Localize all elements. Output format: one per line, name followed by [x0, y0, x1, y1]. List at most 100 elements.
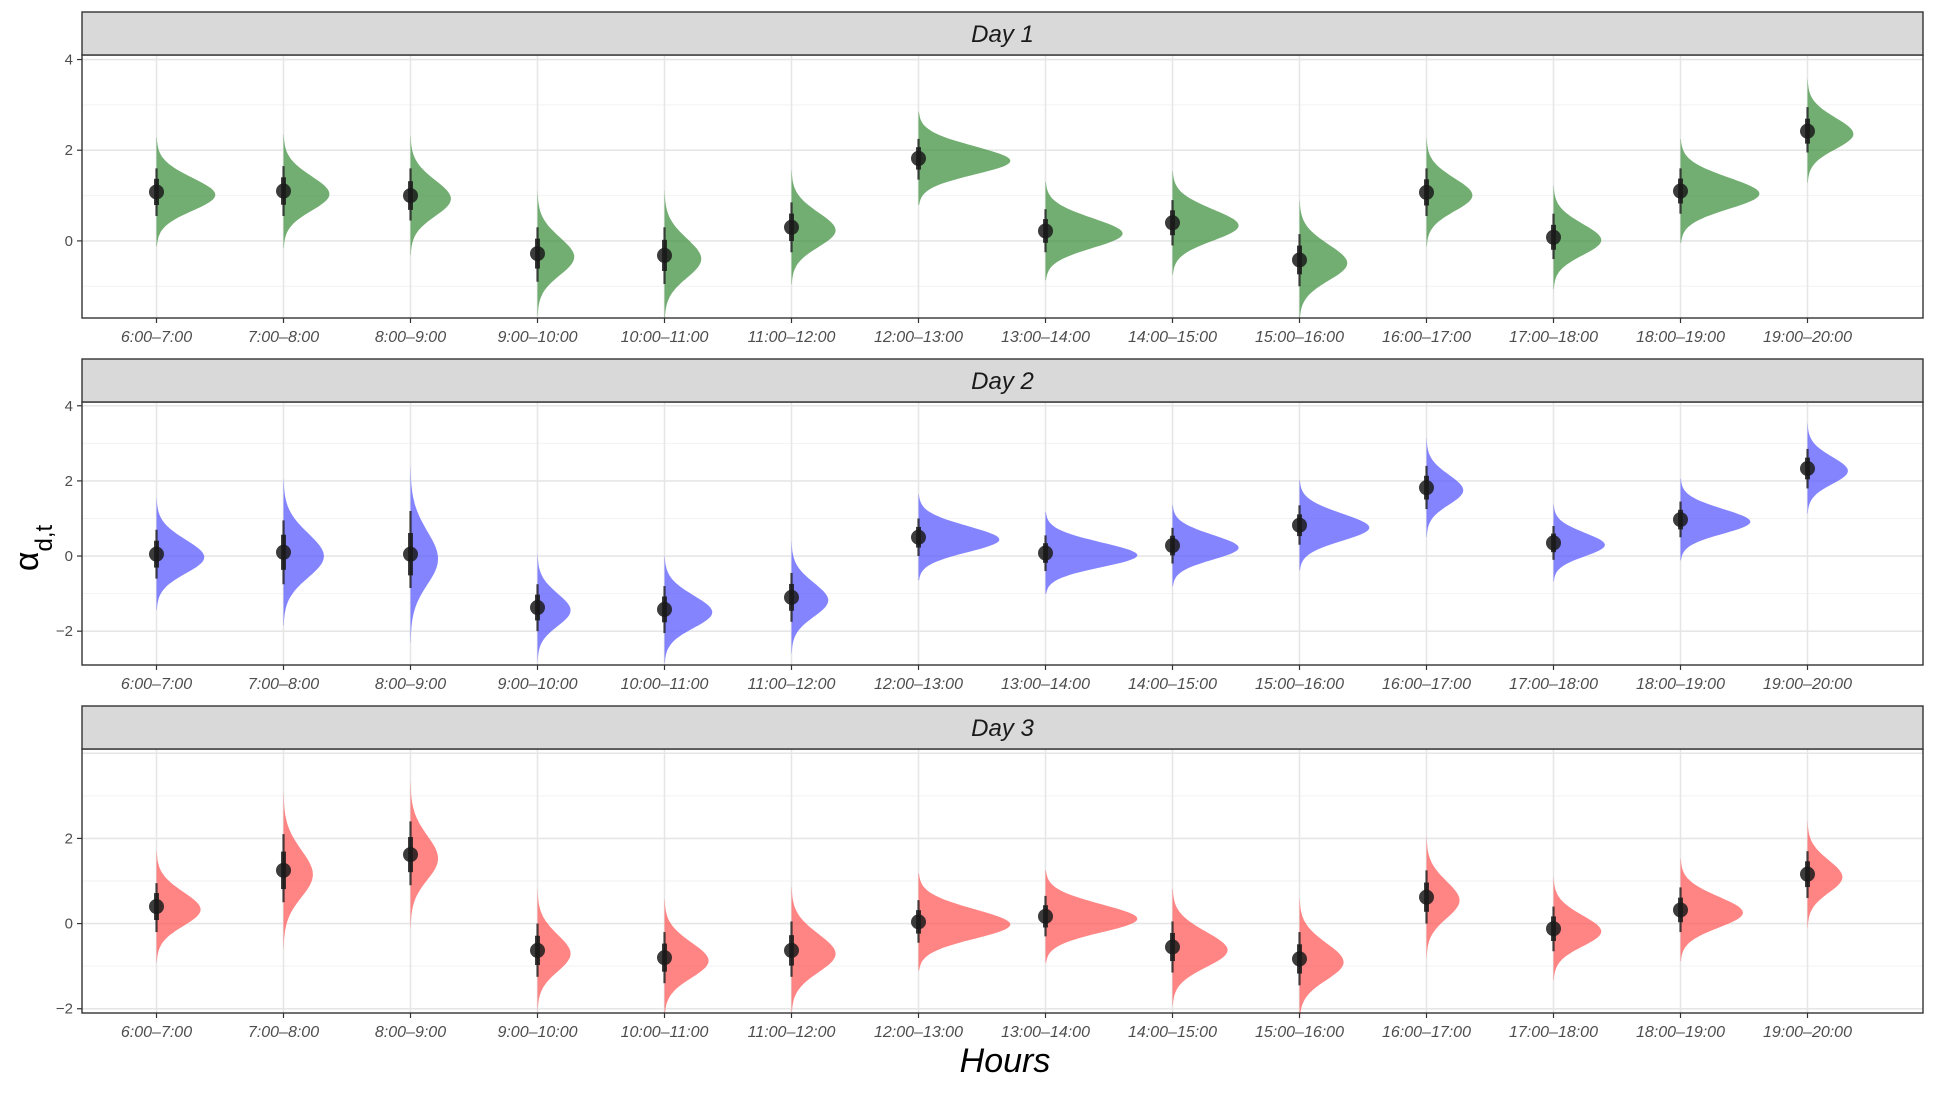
x-tick-label: 7:00–8:00	[248, 1024, 319, 1041]
x-tick-label: 16:00–17:00	[1382, 329, 1471, 346]
mean-point-14	[1800, 866, 1815, 882]
violin-12	[1553, 504, 1605, 582]
violin-1	[156, 137, 216, 247]
violin-4	[537, 889, 571, 1012]
y-tick-label: 0	[65, 916, 73, 933]
y-axis-title: αd,t	[8, 525, 58, 572]
violin-10	[1299, 898, 1344, 1020]
x-tick-label: 18:00–19:00	[1636, 1024, 1725, 1041]
violin-3	[410, 135, 451, 256]
x-tick-label: 10:00–11:00	[621, 1024, 709, 1041]
violin-9	[1172, 888, 1228, 1006]
violin-12	[1553, 185, 1602, 290]
violin-14	[1807, 79, 1854, 184]
mean-point-10	[1292, 252, 1307, 268]
violin-6	[791, 170, 836, 285]
x-tick-label: 7:00–8:00	[248, 676, 319, 693]
x-tick-label: 6:00–7:00	[121, 1024, 192, 1041]
violin-7	[918, 111, 1011, 206]
mean-point-12	[1546, 535, 1561, 551]
x-tick-label: 14:00–15:00	[1128, 1024, 1217, 1041]
x-tick-label: 15:00–16:00	[1255, 329, 1344, 346]
x-tick-label: 19:00–20:00	[1763, 676, 1852, 693]
mean-point-3	[403, 188, 418, 204]
mean-point-12	[1546, 921, 1561, 937]
x-tick-label: 11:00–12:00	[748, 676, 836, 693]
mean-point-10	[1292, 951, 1307, 967]
violin-4	[537, 553, 571, 662]
violin-13	[1680, 858, 1743, 962]
x-tick-label: 18:00–19:00	[1636, 676, 1725, 693]
x-tick-label: 6:00–7:00	[121, 329, 192, 346]
mean-point-6	[784, 942, 799, 958]
x-tick-label: 9:00–10:00	[497, 1024, 577, 1041]
violin-9	[1172, 170, 1239, 275]
mean-point-3	[403, 847, 418, 863]
y-tick-label: 4	[65, 398, 73, 415]
x-tick-label: 9:00–10:00	[497, 329, 577, 346]
violin-5	[664, 555, 713, 664]
mean-point-8	[1038, 908, 1053, 924]
x-tick-label: 10:00–11:00	[621, 676, 709, 693]
x-tick-label: 16:00–17:00	[1382, 676, 1471, 693]
mean-point-3	[403, 546, 418, 562]
y-tick-label: 0	[65, 548, 73, 565]
violin-6	[791, 887, 836, 1014]
mean-point-1	[149, 184, 164, 200]
mean-point-9	[1165, 538, 1180, 554]
x-tick-label: 17:00–18:00	[1509, 676, 1598, 693]
mean-point-4	[530, 246, 545, 262]
mean-point-13	[1673, 512, 1688, 528]
violin-2	[283, 792, 313, 949]
violin-4	[537, 191, 575, 316]
x-tick-label: 13:00–14:00	[1001, 329, 1090, 346]
mean-point-9	[1165, 939, 1180, 955]
violin-8	[1045, 870, 1138, 963]
strip-label-day-3: Day 3	[971, 715, 1034, 742]
mean-point-13	[1673, 902, 1688, 918]
mean-point-13	[1673, 183, 1688, 199]
mean-point-11	[1419, 184, 1434, 200]
violin-3	[410, 781, 438, 928]
mean-point-2	[276, 544, 291, 560]
x-tick-label: 7:00–8:00	[248, 329, 319, 346]
violin-7	[918, 494, 1000, 581]
mean-point-8	[1038, 545, 1053, 561]
mean-point-7	[911, 150, 926, 166]
strip-label-day-2: Day 2	[971, 368, 1034, 395]
violin-2	[283, 479, 324, 626]
violin-5	[664, 899, 709, 1017]
panel-day-1: Day 1 0 2 4 6:00–7:00 7:00–8:00 8:00–9:00 9:00–…	[65, 11, 1924, 346]
y-tick-label: 2	[65, 830, 73, 847]
x-tick-label: 8:00–9:00	[375, 676, 446, 693]
mean-point-5	[657, 601, 672, 617]
x-tick-label: 12:00–13:00	[874, 329, 963, 346]
mean-point-7	[911, 529, 926, 545]
x-tick-label: 13:00–14:00	[1001, 676, 1090, 693]
violin-14	[1807, 423, 1848, 514]
panel-background	[82, 55, 1923, 318]
y-tick-label: 2	[65, 142, 73, 159]
panel-day-3: Day 3 −2 0 2 6:00–7:00 7:00–8:00 8:00–9:00 9:00…	[56, 705, 1924, 1041]
x-tick-label: 8:00–9:00	[375, 1024, 446, 1041]
violin-13	[1680, 478, 1751, 561]
violin-6	[791, 541, 829, 654]
x-tick-label: 11:00–12:00	[748, 1024, 836, 1041]
mean-point-8	[1038, 223, 1053, 239]
y-tick-label: −2	[56, 623, 73, 640]
y-tick-label: 2	[65, 473, 73, 490]
violin-11	[1426, 836, 1460, 959]
violin-7	[918, 873, 1011, 971]
mean-point-11	[1419, 480, 1434, 496]
x-tick-label: 18:00–19:00	[1636, 329, 1725, 346]
x-tick-label: 9:00–10:00	[497, 676, 577, 693]
violin-5	[664, 190, 702, 321]
mean-point-6	[784, 589, 799, 605]
x-tick-label: 16:00–17:00	[1382, 1024, 1471, 1041]
panel-background	[82, 402, 1923, 665]
mean-point-5	[657, 247, 672, 263]
mean-point-11	[1419, 889, 1434, 905]
x-tick-label: 17:00–18:00	[1509, 1024, 1598, 1041]
x-tick-label: 14:00–15:00	[1128, 676, 1217, 693]
